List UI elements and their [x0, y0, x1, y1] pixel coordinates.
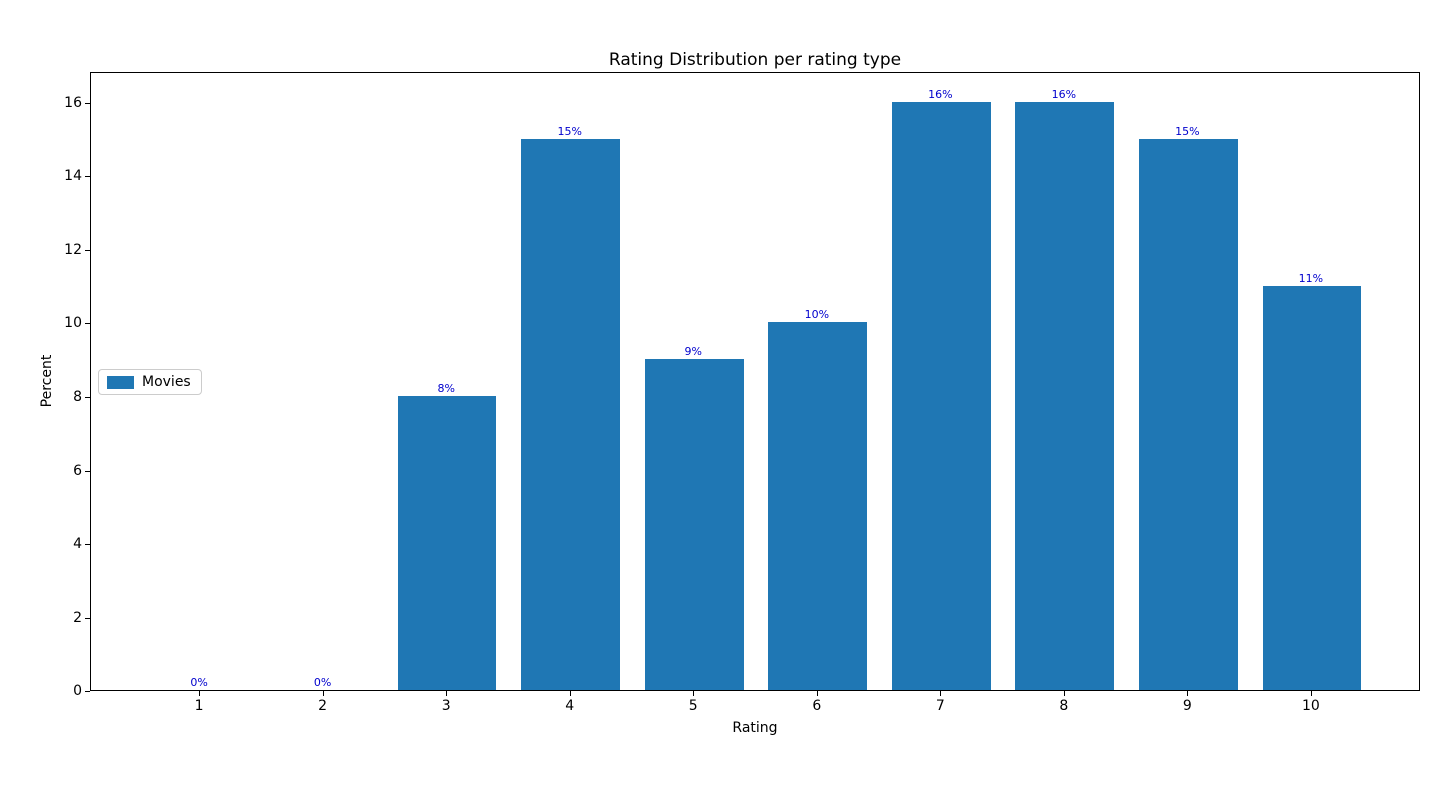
y-tick-label: 10	[64, 315, 82, 332]
bar-rating-7	[891, 101, 991, 690]
y-tick-label: 16	[64, 94, 82, 111]
x-tick-mark	[1310, 691, 1312, 696]
y-tick-mark	[85, 544, 90, 545]
x-tick-mark	[1187, 691, 1189, 696]
y-tick-mark	[85, 617, 90, 619]
x-tick-label: 8	[1059, 698, 1069, 714]
x-tick-label: 4	[565, 698, 575, 714]
y-tick-label: 4	[73, 536, 82, 552]
bar-rating-9	[1139, 138, 1238, 690]
y-tick-label: 14	[64, 168, 82, 185]
bar-rating-6	[768, 322, 868, 690]
x-tick-mark	[1063, 691, 1065, 696]
x-tick-label: 7	[935, 698, 945, 714]
bar-value-label-2: 0%	[313, 676, 332, 689]
y-tick-label: 8	[73, 388, 82, 405]
legend: Movies	[98, 369, 202, 395]
y-axis-label: Percent	[39, 354, 55, 408]
y-tick-mark	[85, 249, 90, 251]
bar-rating-5	[644, 359, 744, 690]
bar-value-label-7: 16%	[928, 87, 953, 101]
y-tick-label: 6	[73, 462, 82, 479]
x-tick-mark	[569, 691, 571, 696]
y-tick-mark	[85, 396, 90, 398]
x-axis-label: Rating	[732, 720, 778, 736]
y-tick-label: 12	[64, 241, 82, 258]
y-tick-mark	[85, 691, 90, 692]
x-tick-label: 9	[1182, 698, 1192, 714]
bar-rating-4	[521, 138, 621, 690]
bar-value-label-8: 16%	[1051, 87, 1077, 101]
legend-label-movies: Movies	[142, 374, 191, 390]
bar-rating-3	[397, 395, 497, 690]
y-tick-label: 0	[73, 683, 82, 699]
bar-value-label-6: 10%	[804, 308, 830, 322]
x-tick-mark	[816, 691, 818, 696]
x-tick-mark	[693, 691, 695, 696]
y-tick-mark	[85, 102, 90, 104]
bar-value-label-4: 15%	[557, 124, 582, 138]
plot-area	[90, 72, 1420, 691]
chart-title: Rating Distribution per rating type	[608, 50, 902, 70]
x-tick-label: 3	[441, 698, 451, 714]
x-tick-mark	[199, 691, 201, 696]
x-tick-label: 10	[1301, 698, 1320, 714]
legend-swatch-movies	[107, 375, 134, 389]
x-tick-mark	[446, 691, 448, 696]
bar-value-label-3: 8%	[437, 381, 455, 395]
x-tick-label: 5	[688, 698, 698, 714]
bar-value-label-9: 15%	[1175, 124, 1200, 138]
bar-rating-10	[1262, 285, 1362, 690]
x-tick-mark	[322, 691, 324, 696]
y-tick-mark	[85, 176, 90, 178]
bar-value-label-1: 0%	[190, 676, 208, 689]
bar-value-label-10: 11%	[1298, 271, 1324, 285]
x-tick-mark	[940, 691, 942, 696]
y-tick-mark	[85, 323, 90, 325]
y-tick-label: 2	[73, 609, 82, 626]
y-tick-mark	[85, 470, 90, 472]
x-tick-label: 1	[194, 698, 204, 714]
x-tick-label: 6	[812, 698, 822, 714]
bar-value-label-5: 9%	[684, 345, 702, 359]
x-tick-label: 2	[318, 698, 328, 714]
bar-rating-8	[1015, 101, 1115, 690]
